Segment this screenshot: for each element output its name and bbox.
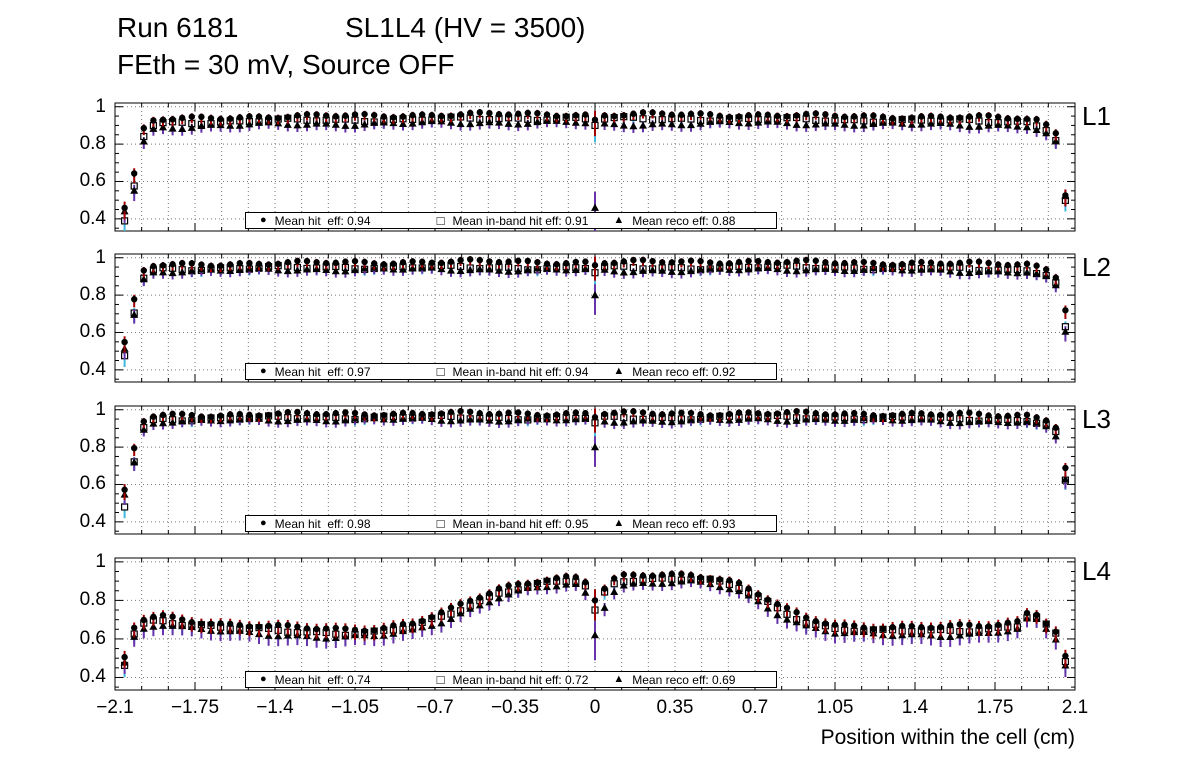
legend-label: Mean hit eff: 0.98 (274, 516, 371, 531)
legend-label: Mean reco eff: 0.88 (632, 213, 736, 228)
x-tick-label: −1.05 (330, 697, 380, 718)
panel-L2 (114, 253, 1076, 383)
y-tick-label: 0.6 (79, 170, 106, 192)
title-subtitle: FEth = 30 mV, Source OFF (117, 49, 455, 80)
legend-label: Mean hit eff: 0.97 (274, 364, 371, 379)
legend-filled-circle-icon: ● (260, 517, 267, 529)
y-tick-label: 0.8 (79, 589, 106, 611)
x-tick-label: 0 (589, 697, 601, 718)
y-tick-label: 1 (95, 95, 106, 117)
legend-L4: ● Mean hit eff: 0.74 □ Mean in-band hit eff… (245, 671, 777, 688)
panel-label-L3: L3 (1082, 404, 1111, 434)
legend-label: Mean hit eff: 0.74 (274, 672, 371, 687)
x-tick-label: 0.7 (741, 697, 769, 718)
panel-label-L1: L1 (1082, 101, 1111, 131)
y-tick-label: 1 (95, 550, 106, 572)
legend-entry-hit_eff: ● Mean hit eff: 0.97 (246, 365, 423, 379)
legend-open-square-icon: □ (436, 364, 445, 379)
x-tick-label: −0.35 (490, 697, 540, 718)
legend-entry-inband_hit_eff: □ Mean in-band hit eff: 0.94 (423, 365, 600, 379)
panel-L1 (114, 102, 1076, 232)
legend-label: Mean hit eff: 0.94 (274, 213, 371, 228)
legend-L3: ● Mean hit eff: 0.98 □ Mean in-band hit eff… (245, 515, 777, 532)
legend-L2: ● Mean hit eff: 0.97 □ Mean in-band hit eff… (245, 363, 777, 380)
legend-open-square-icon: □ (436, 213, 445, 228)
legend-L1: ● Mean hit eff: 0.94 □ Mean in-band hit eff… (245, 212, 777, 229)
legend-filled-triangle-icon: ▲ (613, 517, 625, 529)
legend-open-square-icon: □ (436, 672, 445, 687)
legend-filled-circle-icon: ● (260, 214, 267, 226)
title-run: Run 6181 (117, 12, 239, 43)
y-tick-label: 0.6 (79, 321, 106, 343)
legend-label: Mean reco eff: 0.92 (632, 364, 736, 379)
y-tick-label: 0.8 (79, 284, 106, 306)
title-config: SL1L4 (HV = 3500) (345, 12, 586, 43)
y-tick-label: 1 (95, 398, 106, 420)
legend-entry-hit_eff: ● Mean hit eff: 0.74 (246, 673, 423, 687)
legend-label: Mean reco eff: 0.93 (632, 516, 736, 531)
legend-filled-circle-icon: ● (260, 365, 267, 377)
y-tick-label: 0.6 (79, 473, 106, 495)
x-tick-label: 2.1 (1061, 697, 1089, 718)
series-hit_eff (121, 109, 1069, 220)
panel-L4 (114, 557, 1076, 691)
legend-entry-inband_hit_eff: □ Mean in-band hit eff: 0.95 (423, 517, 600, 531)
legend-entry-reco_eff: ▲ Mean reco eff: 0.69 (599, 673, 776, 687)
x-tick-label: −1.4 (256, 697, 294, 718)
legend-filled-circle-icon: ● (260, 673, 267, 685)
x-tick-label: 1.4 (901, 697, 929, 718)
y-tick-label: 0.4 (79, 207, 106, 229)
x-tick-label: −0.7 (416, 697, 454, 718)
y-tick-label: 1 (95, 246, 106, 268)
legend-filled-triangle-icon: ▲ (613, 365, 625, 377)
y-tick-label: 0.4 (79, 358, 106, 380)
legend-entry-reco_eff: ▲ Mean reco eff: 0.92 (599, 365, 776, 379)
legend-entry-hit_eff: ● Mean hit eff: 0.94 (246, 214, 423, 228)
panel-label-L2: L2 (1082, 252, 1111, 282)
legend-filled-triangle-icon: ▲ (613, 673, 625, 685)
legend-entry-inband_hit_eff: □ Mean in-band hit eff: 0.91 (423, 214, 600, 228)
x-tick-label: 1.75 (976, 697, 1014, 718)
x-tick-label: −2.1 (96, 697, 134, 718)
legend-label: Mean in-band hit eff: 0.94 (452, 364, 589, 379)
y-tick-label: 0.4 (79, 510, 106, 532)
y-tick-label: 0.8 (79, 133, 106, 155)
legend-filled-triangle-icon: ▲ (613, 214, 625, 226)
legend-entry-reco_eff: ▲ Mean reco eff: 0.93 (599, 517, 776, 531)
series-hit_eff (121, 570, 1069, 669)
x-tick-label: 1.05 (816, 697, 854, 718)
legend-label: Mean in-band hit eff: 0.95 (452, 516, 589, 531)
panel-L3 (114, 405, 1076, 535)
legend-open-square-icon: □ (436, 516, 445, 531)
x-tick-label: −1.75 (170, 697, 220, 718)
panel-label-L4: L4 (1082, 556, 1111, 586)
x-axis-title: Position within the cell (cm) (820, 726, 1075, 749)
legend-label: Mean reco eff: 0.69 (632, 672, 736, 687)
y-tick-label: 0.8 (79, 436, 106, 458)
y-tick-label: 0.6 (79, 627, 106, 649)
legend-entry-inband_hit_eff: □ Mean in-band hit eff: 0.72 (423, 673, 600, 687)
series-hit_eff (121, 256, 1069, 353)
series-hit_eff (121, 408, 1069, 501)
legend-label: Mean in-band hit eff: 0.72 (452, 672, 589, 687)
legend-entry-reco_eff: ▲ Mean reco eff: 0.88 (599, 214, 776, 228)
y-tick-label: 0.4 (79, 666, 106, 688)
x-tick-label: 0.35 (656, 697, 694, 718)
legend-label: Mean in-band hit eff: 0.91 (452, 213, 589, 228)
legend-entry-hit_eff: ● Mean hit eff: 0.98 (246, 517, 423, 531)
